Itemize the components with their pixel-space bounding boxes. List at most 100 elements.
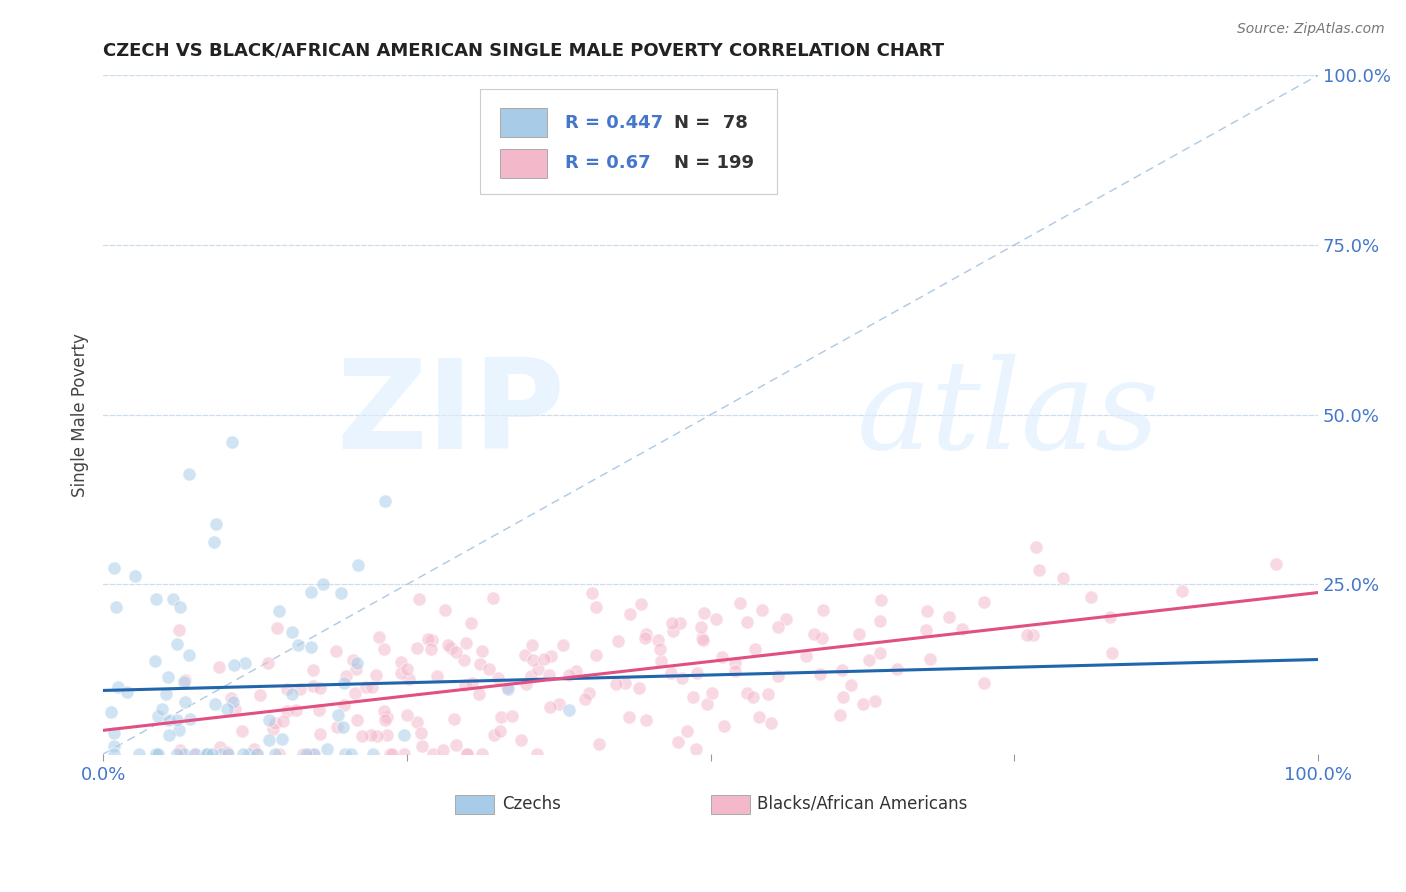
Point xyxy=(208,740,231,755)
Point xyxy=(1265,558,1288,572)
Point xyxy=(634,713,657,727)
Point xyxy=(332,698,354,713)
Point xyxy=(246,747,269,761)
Point xyxy=(471,747,494,761)
Point xyxy=(501,709,523,723)
Point xyxy=(115,685,138,699)
Point xyxy=(803,627,825,641)
Text: atlas: atlas xyxy=(856,354,1160,475)
Point xyxy=(434,603,457,617)
Point xyxy=(811,603,834,617)
Point xyxy=(325,644,347,658)
Point xyxy=(685,666,707,681)
Point xyxy=(194,747,217,761)
Point xyxy=(938,610,960,624)
Point xyxy=(917,604,939,618)
Point xyxy=(869,646,891,660)
Point xyxy=(495,681,517,695)
Point xyxy=(103,739,125,753)
Point xyxy=(217,745,239,759)
Point xyxy=(704,612,727,626)
Point xyxy=(215,702,238,716)
Point xyxy=(440,640,463,655)
Point xyxy=(381,747,404,761)
Point xyxy=(166,637,188,651)
Point xyxy=(831,690,853,704)
Point xyxy=(269,747,291,761)
Point xyxy=(302,663,325,677)
Point xyxy=(207,660,229,674)
Point xyxy=(553,638,575,652)
Point xyxy=(312,577,335,591)
Point xyxy=(669,615,692,630)
FancyBboxPatch shape xyxy=(501,149,547,178)
Point xyxy=(409,726,432,740)
Point xyxy=(361,747,384,761)
Point xyxy=(973,676,995,690)
Point xyxy=(375,728,398,742)
Point xyxy=(1025,540,1047,554)
Point xyxy=(179,467,201,482)
Point xyxy=(735,615,758,630)
Point xyxy=(302,680,325,694)
Point xyxy=(271,732,294,747)
Point xyxy=(238,747,260,761)
Point xyxy=(526,662,548,676)
Point xyxy=(489,710,512,724)
Point xyxy=(145,747,167,761)
Point xyxy=(287,638,309,652)
Point xyxy=(520,638,543,652)
Point xyxy=(756,688,779,702)
Point xyxy=(1052,571,1074,585)
Text: CZECH VS BLACK/AFRICAN AMERICAN SINGLE MALE POVERTY CORRELATION CHART: CZECH VS BLACK/AFRICAN AMERICAN SINGLE M… xyxy=(103,42,945,60)
Point xyxy=(346,713,368,727)
Point xyxy=(246,747,269,761)
Point xyxy=(605,677,627,691)
Point xyxy=(288,681,311,696)
Point xyxy=(690,631,713,645)
Point xyxy=(540,648,562,663)
Point xyxy=(581,586,603,600)
Point xyxy=(675,723,697,738)
Point xyxy=(103,747,125,761)
Point xyxy=(173,747,195,761)
Point xyxy=(166,747,188,761)
Point xyxy=(558,703,581,717)
Point xyxy=(368,631,391,645)
Point xyxy=(744,642,766,657)
Point xyxy=(157,728,180,742)
Point xyxy=(276,704,298,718)
Point xyxy=(482,728,505,742)
Point xyxy=(411,739,433,753)
Point xyxy=(735,686,758,700)
Point xyxy=(1101,646,1123,660)
Point xyxy=(724,664,747,678)
Point xyxy=(173,695,195,709)
Point xyxy=(195,747,218,761)
Point xyxy=(271,714,294,728)
Point xyxy=(374,713,396,727)
Point xyxy=(262,723,284,737)
Point xyxy=(204,517,226,532)
Point xyxy=(344,686,367,700)
Point xyxy=(690,620,713,634)
Point xyxy=(565,664,588,678)
Point xyxy=(224,702,246,716)
Point xyxy=(214,747,236,761)
Point xyxy=(222,658,245,673)
Point xyxy=(619,607,641,622)
Point xyxy=(257,713,280,727)
Point xyxy=(454,678,477,692)
Point xyxy=(973,595,995,609)
Point xyxy=(146,747,169,761)
Point xyxy=(100,705,122,719)
Point xyxy=(794,649,817,664)
Point xyxy=(1171,584,1194,599)
Point xyxy=(394,728,416,742)
Point xyxy=(266,621,288,635)
Point xyxy=(167,723,190,738)
Point xyxy=(482,591,505,605)
Point xyxy=(444,739,467,753)
Point xyxy=(478,662,501,676)
Text: Czechs: Czechs xyxy=(502,795,561,813)
